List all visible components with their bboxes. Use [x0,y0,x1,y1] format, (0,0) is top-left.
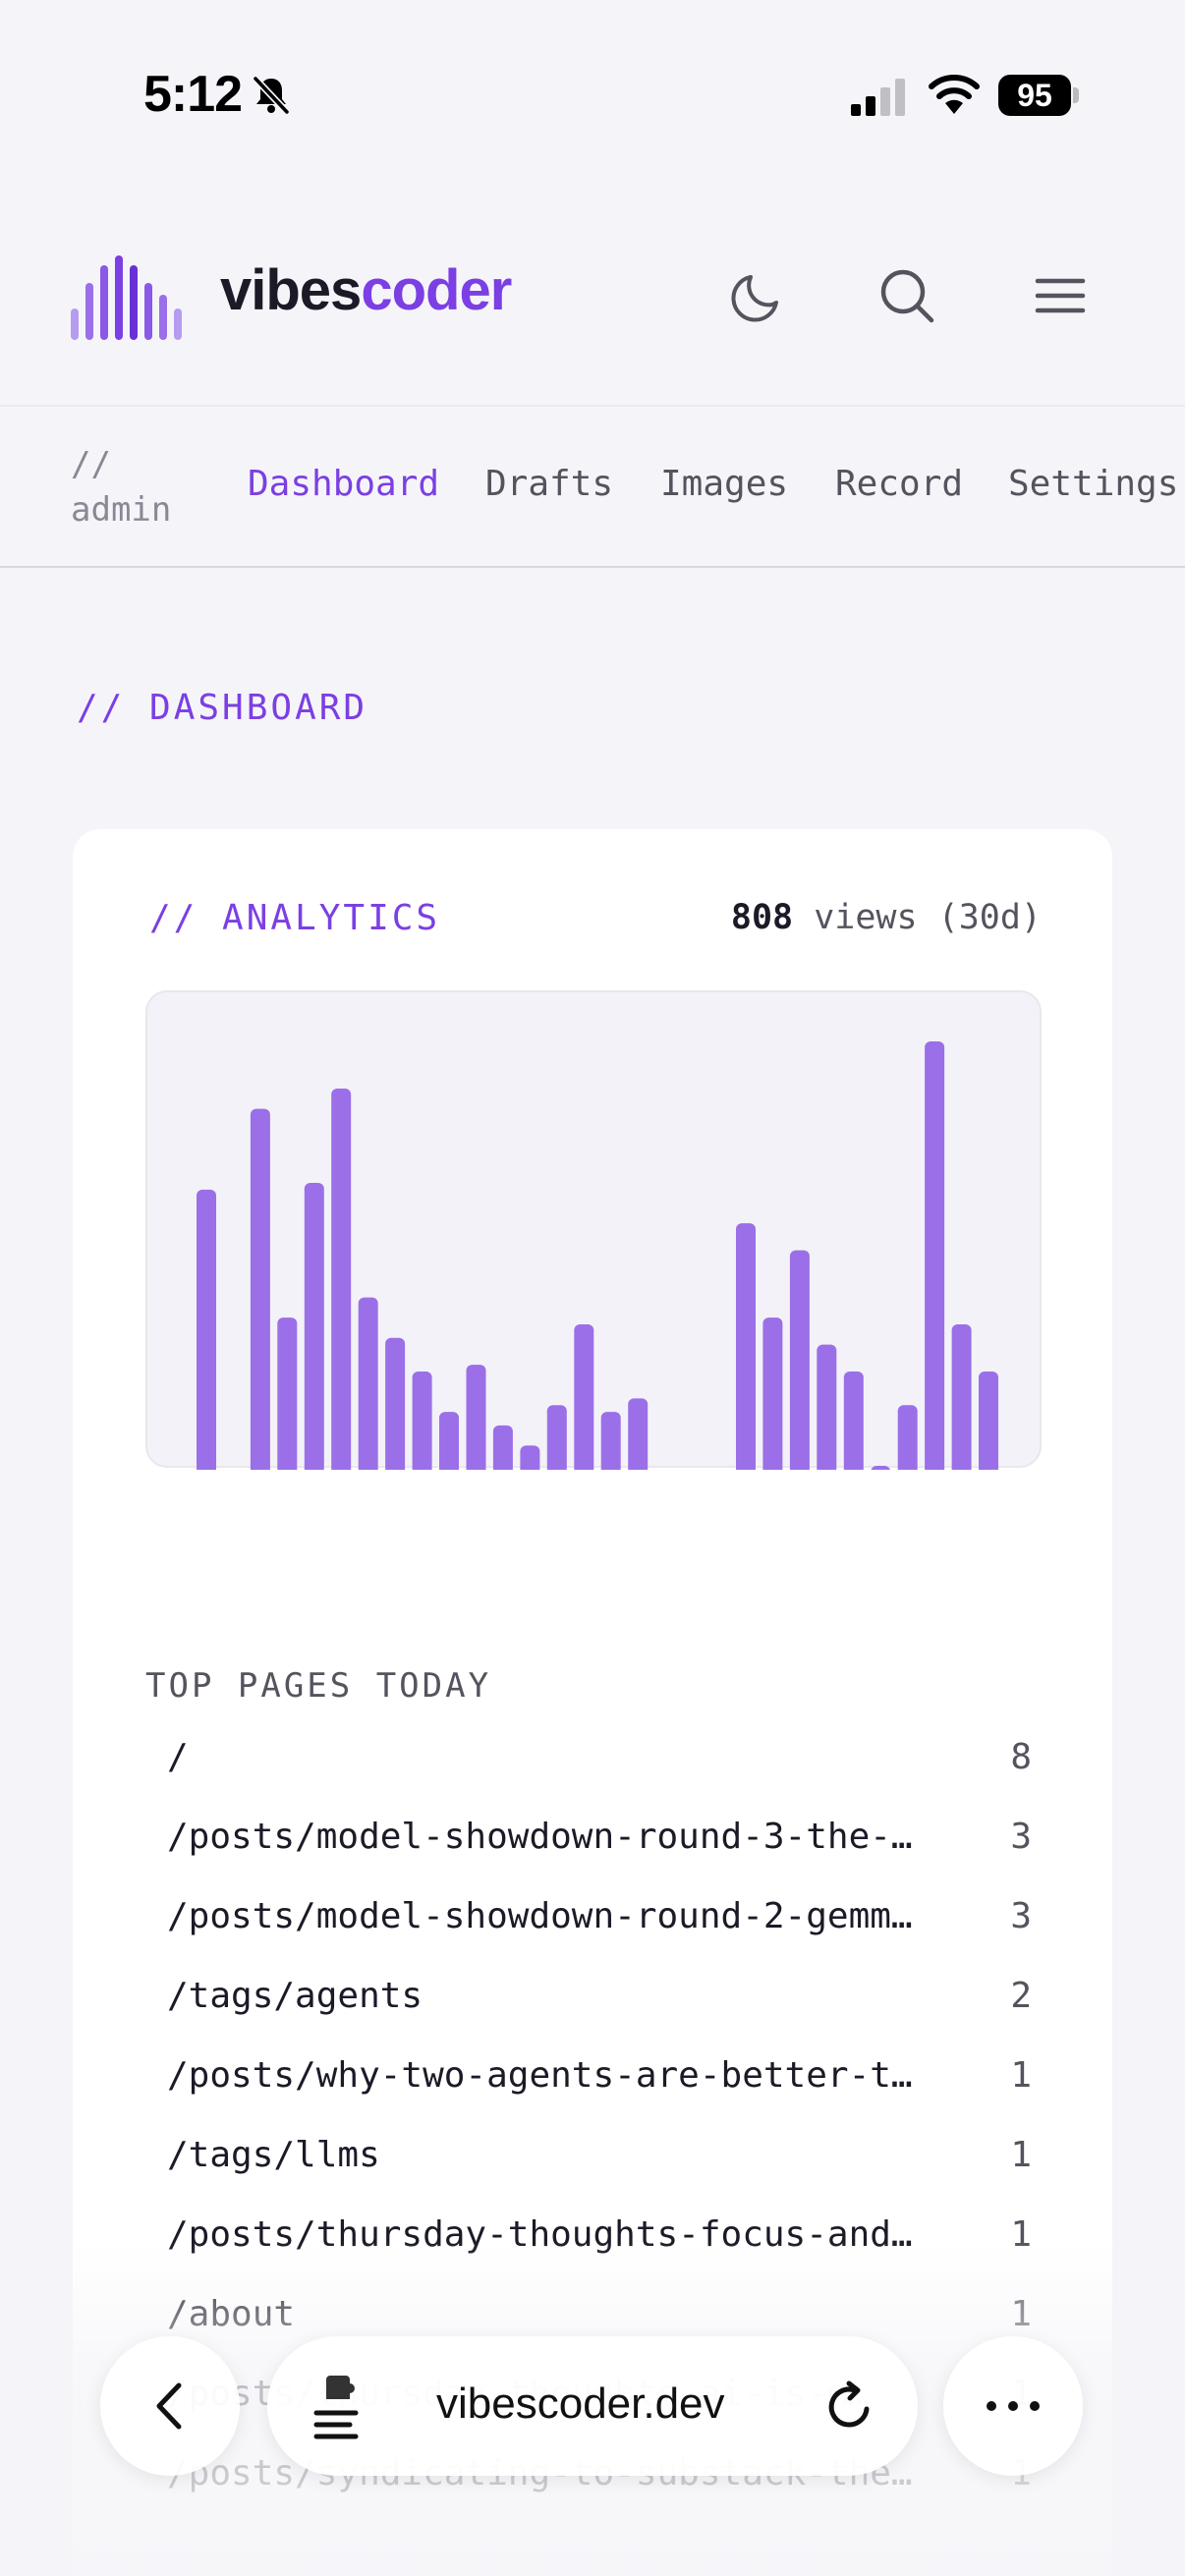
chart-bar[interactable] [600,1412,621,1470]
wifi-icon [929,75,980,114]
top-page-row[interactable]: /posts/thursday-thoughts-focus-and-… 1 [167,2201,1032,2280]
chart-bar[interactable] [412,1372,432,1470]
nav-images[interactable]: Images [660,464,789,504]
top-page-path[interactable]: /posts/thursday-thoughts-focus-and-… [167,2214,933,2255]
chart-bar[interactable] [197,1189,216,1470]
top-page-count: 2 [1010,1976,1032,2016]
views-chart: Jun 24Jun 29Jul 4Jul 9Jul 14Jul 19 [145,990,1042,1470]
top-page-row[interactable]: /8 [167,1723,1032,1803]
chart-bar[interactable] [546,1405,567,1470]
status-bar: 5:12 95 [0,0,1185,193]
top-page-path[interactable]: /posts/model-showdown-round-3-the-l… [167,1817,933,1857]
chart-bar[interactable] [897,1405,918,1470]
admin-nav: // admin Dashboard Drafts Images Record … [0,405,1185,568]
top-pages-title: TOP PAGES TODAY [145,1666,492,1706]
top-page-count: 1 [1010,2214,1032,2255]
top-page-row[interactable]: /tags/llms 1 [167,2121,1032,2201]
chart-bar[interactable] [466,1365,486,1470]
back-chevron-icon [156,2382,182,2430]
top-page-count: 1 [1010,2294,1032,2334]
logo-bars-icon[interactable] [69,253,189,342]
top-page-path[interactable]: /about [167,2294,296,2334]
views-count: 808 [730,898,794,937]
chart-bar[interactable] [250,1108,270,1470]
battery-level: 95 [998,75,1071,116]
back-button[interactable] [100,2336,240,2476]
chart-bar[interactable] [979,1372,998,1470]
status-time: 5:12 [143,66,243,123]
top-page-row[interactable]: /posts/model-showdown-round-3-the-l… 3 [167,1803,1032,1882]
page-title: // DASHBOARD [77,688,368,728]
battery-icon: 95 [998,75,1079,116]
chart-bar[interactable] [385,1337,406,1470]
views-chart-svg: Jun 24Jun 29Jul 4Jul 9Jul 14Jul 19 [197,1041,998,1470]
chart-bar[interactable] [277,1317,298,1470]
top-page-count: 3 [1010,1896,1032,1936]
menu-icon[interactable] [1030,265,1091,326]
url-text: vibescoder.dev [436,2380,725,2428]
top-page-count: 1 [1010,2055,1032,2096]
more-button[interactable] [943,2336,1083,2476]
top-page-path[interactable]: /posts/model-showdown-round-2-gemma… [167,1896,933,1936]
views-suffix: views (30d) [814,898,1042,937]
analytics-title: // ANALYTICS [149,898,441,938]
chart-bar[interactable] [762,1317,783,1470]
top-page-path[interactable]: / [167,1737,189,1777]
chart-bar[interactable] [574,1324,594,1470]
chart-bar[interactable] [817,1344,837,1470]
chart-bar[interactable] [871,1466,890,1470]
top-page-count: 3 [1010,1817,1032,1857]
chart-bar[interactable] [520,1445,540,1470]
top-page-path[interactable]: /tags/agents [167,1976,423,2016]
search-icon[interactable] [876,265,937,326]
chart-bar[interactable] [628,1398,649,1470]
reload-icon[interactable] [821,2380,876,2435]
chart-bar[interactable] [358,1297,378,1470]
top-page-path[interactable]: /tags/llms [167,2135,380,2175]
top-page-row[interactable]: /tags/agents 2 [167,1962,1032,2042]
views-summary: 808 views (30d) [731,898,1042,937]
chart-bar[interactable] [439,1412,459,1470]
logo-text-vibes: vibes [220,258,362,322]
chart-bar[interactable] [736,1223,756,1470]
chart-bar[interactable] [492,1425,513,1470]
analytics-card: // ANALYTICS 808 views (30d) Jun 24Jun 2… [73,829,1112,2576]
chart-bar[interactable] [331,1089,352,1470]
bell-slash-icon [253,76,290,115]
nav-settings[interactable]: Settings [1008,464,1179,504]
top-page-path[interactable]: /posts/why-two-agents-are-better-th… [167,2055,933,2096]
chart-bar[interactable] [789,1250,810,1470]
top-page-row[interactable]: /posts/model-showdown-round-2-gemma… 3 [167,1882,1032,1962]
chart-bar[interactable] [304,1183,324,1470]
nav-record[interactable]: Record [835,464,964,504]
chart-bar[interactable] [843,1372,864,1470]
more-icon [987,2401,1040,2411]
signal-icon [851,79,905,116]
chart-bar[interactable] [925,1041,945,1470]
admin-prefix: // admin [71,445,172,530]
nav-dashboard[interactable]: Dashboard [248,464,440,504]
chart-bar[interactable] [951,1324,972,1470]
site-logo[interactable]: vibescoder [220,257,512,323]
reader-extension-icon[interactable] [310,2372,377,2442]
nav-drafts[interactable]: Drafts [485,464,614,504]
logo-text-coder: coder [361,258,512,322]
top-page-row[interactable]: /posts/why-two-agents-are-better-th… 1 [167,2042,1032,2121]
top-page-count: 1 [1010,2135,1032,2175]
top-page-count: 8 [1010,1737,1032,1777]
moon-icon[interactable] [727,265,788,326]
site-header: vibescoder [0,193,1185,405]
address-bar[interactable]: vibescoder.dev [267,2336,918,2476]
